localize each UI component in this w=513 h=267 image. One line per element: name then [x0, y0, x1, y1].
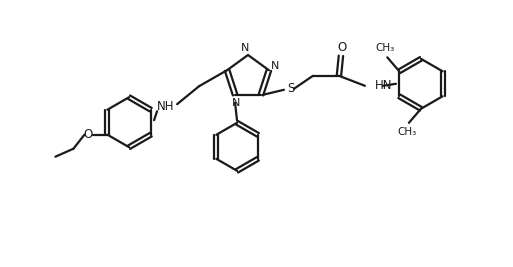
Text: CH₃: CH₃ [397, 127, 417, 137]
Text: N: N [232, 98, 240, 108]
Text: N: N [271, 61, 279, 71]
Text: CH₃: CH₃ [376, 43, 395, 53]
Text: N: N [241, 43, 249, 53]
Text: O: O [84, 128, 93, 141]
Text: HN: HN [375, 79, 392, 92]
Text: O: O [338, 41, 347, 54]
Text: S: S [287, 82, 294, 95]
Text: NH: NH [157, 100, 175, 113]
